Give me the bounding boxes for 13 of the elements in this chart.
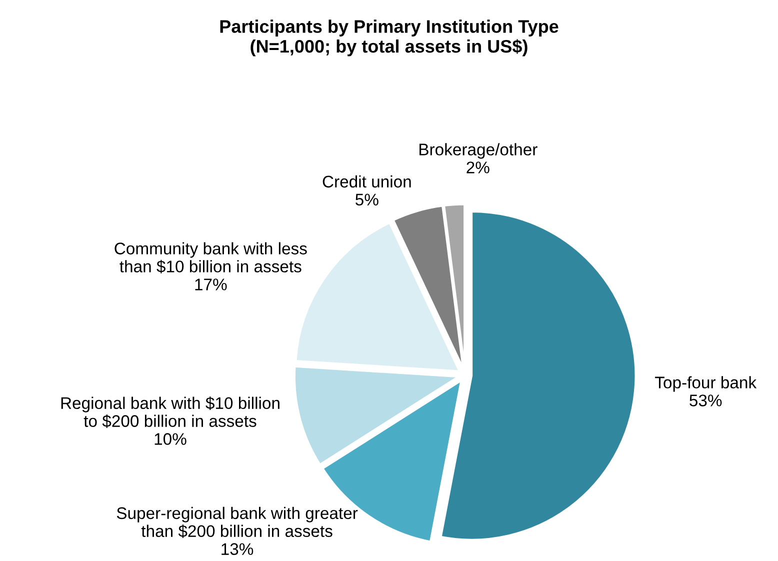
- slice-label: Regional bank with $10 billion to $200 billion in assets: [61, 396, 280, 428]
- data-label: 17%: [195, 278, 227, 290]
- slice-label: Community bank with less than $10 billion in assets: [114, 242, 307, 274]
- data-label: 2%: [466, 162, 490, 174]
- data-label: 13%: [222, 543, 254, 555]
- chart-title: Participants by Primary Institution Type (N=1,000; by total assets in US$): [220, 20, 558, 56]
- data-label: 5%: [356, 194, 378, 206]
- data-label: 10%: [154, 433, 186, 445]
- slice-label: Top-four bank: [655, 376, 757, 392]
- slice-label: Brokerage/other: [420, 143, 538, 159]
- slice-label: Credit union: [322, 175, 411, 188]
- data-label: 53%: [690, 394, 722, 406]
- slice-label: Super-regional bank with greater than $200 billion in assets: [116, 506, 358, 538]
